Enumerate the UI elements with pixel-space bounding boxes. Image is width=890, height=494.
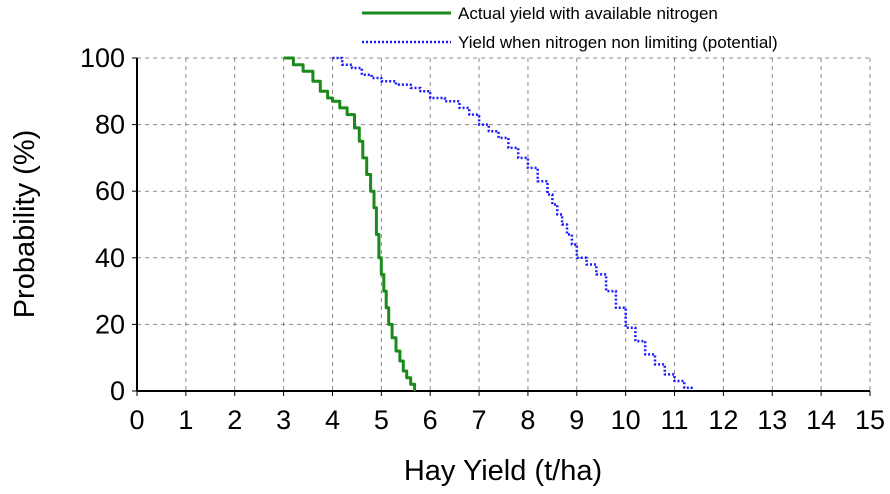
y-axis-title: Probability (%) bbox=[9, 130, 41, 319]
legend: Actual yield with available nitrogen Yie… bbox=[362, 4, 778, 52]
x-tick-label: 14 bbox=[806, 405, 836, 435]
x-tick-label: 1 bbox=[178, 405, 193, 435]
x-tick-label: 13 bbox=[757, 405, 787, 435]
x-tick-label: 0 bbox=[129, 405, 144, 435]
x-tick-label: 9 bbox=[569, 405, 584, 435]
x-tick-label: 11 bbox=[661, 405, 689, 435]
axes bbox=[136, 58, 870, 392]
legend-label-potential: Yield when nitrogen non limiting (potent… bbox=[458, 33, 778, 52]
x-tick-label: 15 bbox=[855, 405, 885, 435]
x-tick-label: 6 bbox=[423, 405, 438, 435]
grid bbox=[137, 57, 871, 391]
x-tick-label: 10 bbox=[611, 405, 641, 435]
y-tick-label: 80 bbox=[95, 110, 125, 140]
x-tick-label: 2 bbox=[227, 405, 242, 435]
legend-label-actual: Actual yield with available nitrogen bbox=[458, 4, 718, 23]
y-tick-label: 20 bbox=[95, 309, 125, 339]
y-tick-label: 40 bbox=[95, 243, 125, 273]
x-tick-label: 5 bbox=[374, 405, 389, 435]
y-tick-label: 100 bbox=[80, 43, 125, 73]
x-tick-label: 3 bbox=[276, 405, 291, 435]
x-tick-label: 8 bbox=[520, 405, 535, 435]
x-tick-labels: 0 1 2 3 4 5 6 7 8 9 10 11 12 13 14 15 bbox=[129, 391, 885, 435]
x-tick-label: 4 bbox=[325, 405, 340, 435]
x-tick-label: 12 bbox=[708, 405, 738, 435]
x-axis-title: Hay Yield (t/ha) bbox=[404, 455, 602, 487]
y-tick-label: 0 bbox=[110, 376, 125, 406]
x-tick-label: 7 bbox=[472, 405, 487, 435]
series-group bbox=[283, 56, 693, 391]
series-line-potential bbox=[332, 56, 693, 391]
y-tick-labels: 0 20 40 60 80 100 bbox=[80, 43, 137, 406]
y-tick-label: 60 bbox=[95, 176, 125, 206]
series-line-actual bbox=[283, 56, 417, 391]
